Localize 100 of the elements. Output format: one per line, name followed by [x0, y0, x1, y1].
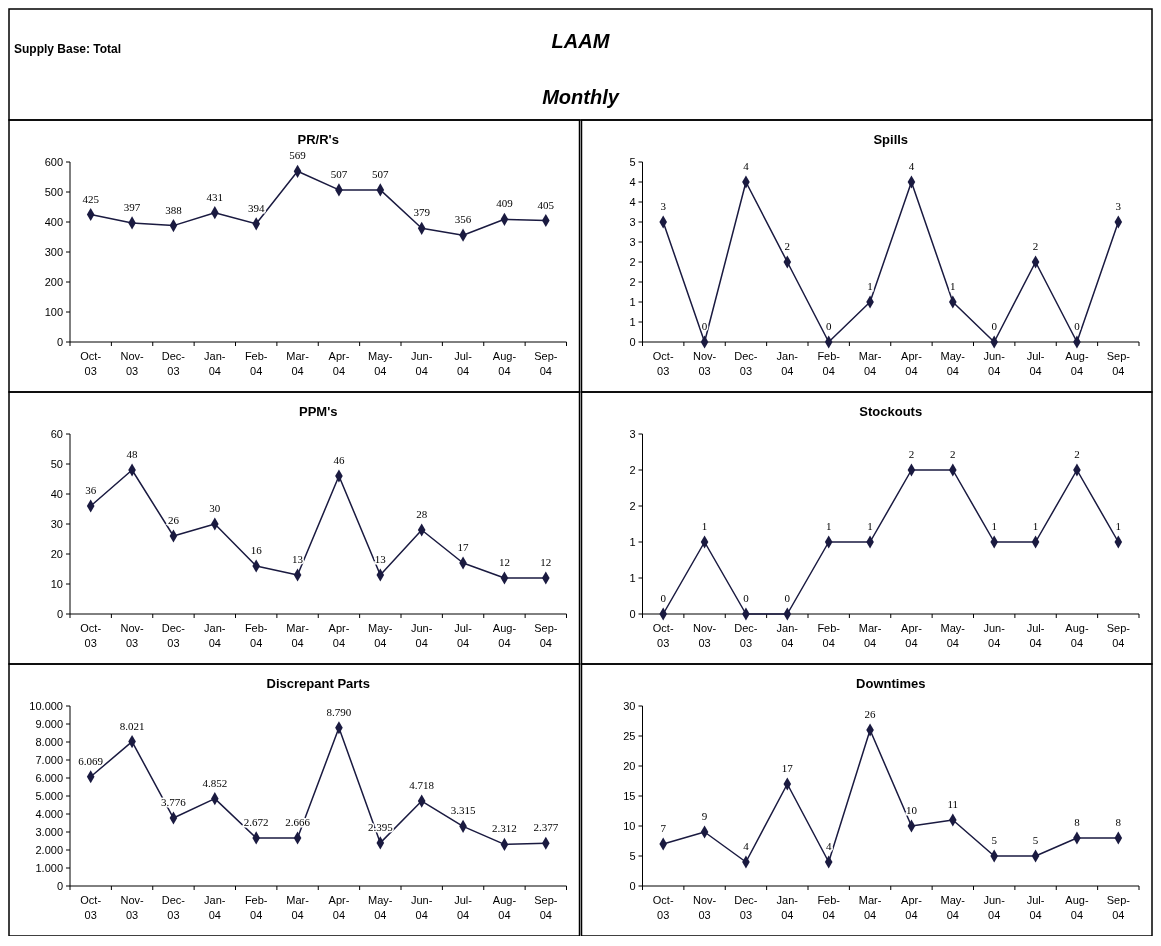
x-tick-label: May-04: [940, 350, 966, 377]
x-tick-label: Jun-04: [983, 350, 1006, 377]
data-label: 3.315: [450, 804, 476, 817]
data-label: 0: [1074, 320, 1081, 332]
x-tick-label: Aug-04: [1065, 894, 1089, 921]
x-tick-label: Dec-03: [161, 894, 186, 921]
data-label: 8: [1074, 816, 1081, 828]
y-tick-label: 400: [44, 215, 63, 228]
data-label: 507: [372, 167, 390, 180]
data-label: 46: [333, 454, 345, 466]
data-label: 8: [1115, 816, 1122, 828]
x-tick-label: Jan-04: [776, 350, 799, 377]
data-label: 9: [701, 810, 708, 822]
y-tick-label: 100: [44, 305, 63, 318]
x-tick-label: Mar-04: [858, 894, 882, 921]
data-label: 1: [867, 520, 873, 532]
data-label: 26: [167, 514, 180, 526]
y-tick-label: 5.000: [35, 789, 63, 802]
data-label: 2: [950, 448, 956, 460]
y-tick-label: 40: [50, 487, 63, 500]
data-label: 507: [330, 167, 348, 180]
data-label: 425: [82, 192, 100, 205]
x-tick-label: Sep-04: [534, 894, 558, 921]
data-label: 4.718: [409, 779, 435, 792]
chart-title: PPM's: [299, 404, 338, 419]
x-tick-label: Sep-04: [1106, 622, 1131, 649]
data-label: 16: [250, 544, 263, 556]
y-tick-label: 3.000: [35, 825, 63, 838]
data-label: 394: [247, 201, 265, 214]
x-tick-label: Mar-04: [286, 894, 310, 921]
x-tick-label: Jun-04: [410, 894, 433, 921]
data-label: 2: [1032, 240, 1039, 252]
y-tick-label: 6.000: [35, 771, 63, 784]
x-tick-label: Jun-04: [410, 622, 433, 649]
x-tick-label: May-04: [368, 350, 393, 377]
data-label: 0: [701, 320, 708, 332]
y-tick-label: 4: [629, 195, 636, 208]
x-tick-label: Jul-04: [1026, 350, 1045, 377]
y-tick-label: 600: [44, 155, 63, 168]
data-label: 3: [1115, 200, 1122, 212]
y-tick-label: 1: [629, 315, 636, 328]
data-label: 2.312: [492, 822, 517, 835]
y-tick-label: 4.000: [35, 807, 63, 820]
data-label: 4: [743, 840, 750, 852]
x-tick-label: Nov-03: [120, 894, 145, 921]
data-label: 8.021: [119, 719, 145, 732]
y-tick-label: 1: [629, 535, 636, 548]
y-tick-label: 300: [44, 245, 63, 258]
data-label: 0: [825, 320, 832, 332]
x-tick-label: Jun-04: [983, 622, 1006, 649]
x-tick-label: May-04: [940, 894, 966, 921]
y-tick-label: 3: [629, 215, 636, 228]
x-tick-label: Sep-04: [534, 622, 558, 649]
x-tick-label: Mar-04: [286, 350, 310, 377]
data-label: 10: [905, 804, 918, 816]
data-label: 1: [701, 520, 708, 532]
x-tick-label: Feb-04: [817, 350, 841, 377]
chart-title: Discrepant Parts: [266, 676, 370, 691]
x-tick-label: Jul-04: [454, 622, 473, 649]
x-tick-label: Dec-03: [161, 622, 186, 649]
x-tick-label: Mar-04: [858, 350, 882, 377]
x-tick-label: Jul-04: [454, 350, 473, 377]
data-label: 2: [908, 448, 915, 460]
y-tick-label: 50: [50, 457, 63, 470]
x-tick-label: Apr-04: [328, 622, 350, 649]
x-tick-label: Oct-03: [652, 350, 674, 377]
data-label: 13: [292, 553, 304, 565]
data-label: 379: [413, 206, 431, 219]
y-tick-label: 0: [56, 607, 63, 620]
data-label: 7: [660, 822, 667, 834]
x-tick-label: Oct-03: [652, 894, 674, 921]
data-label: 17: [457, 541, 470, 553]
y-tick-label: 9.000: [35, 717, 63, 730]
data-label: 1: [991, 520, 997, 532]
x-tick-label: Jul-04: [454, 894, 473, 921]
x-tick-label: Oct-03: [80, 894, 102, 921]
y-tick-label: 2: [629, 275, 636, 288]
x-tick-label: Aug-04: [1065, 622, 1089, 649]
text: Monthly: [542, 86, 620, 108]
data-label: 4: [825, 840, 832, 852]
y-tick-label: 0: [629, 335, 636, 348]
chart-title: PR/R's: [297, 132, 339, 147]
y-tick-label: 2: [629, 499, 636, 512]
data-label: 48: [126, 448, 139, 460]
x-tick-label: Oct-03: [80, 350, 102, 377]
data-label: 569: [289, 149, 307, 162]
data-label: 0: [991, 320, 998, 332]
y-tick-label: 10: [623, 819, 636, 832]
x-tick-label: Aug-04: [492, 350, 517, 377]
data-label: 13: [374, 553, 387, 565]
x-tick-label: Apr-04: [901, 622, 923, 649]
x-tick-label: May-04: [940, 622, 966, 649]
x-tick-label: Nov-03: [692, 350, 717, 377]
y-tick-label: 4: [629, 175, 636, 188]
x-tick-label: Apr-04: [328, 350, 350, 377]
data-label: 26: [864, 708, 877, 720]
x-tick-label: Jan-04: [204, 350, 226, 377]
data-label: 431: [206, 190, 224, 203]
chart-title: Stockouts: [859, 404, 923, 419]
x-tick-label: Dec-03: [161, 350, 186, 377]
